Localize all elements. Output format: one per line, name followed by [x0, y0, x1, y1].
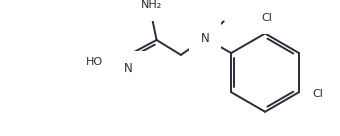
Text: Cl: Cl [312, 89, 323, 99]
Text: HO: HO [85, 57, 103, 67]
Text: NH₂: NH₂ [141, 0, 163, 10]
Text: Cl: Cl [261, 13, 272, 23]
Text: N: N [201, 32, 209, 45]
Text: N: N [124, 62, 133, 75]
